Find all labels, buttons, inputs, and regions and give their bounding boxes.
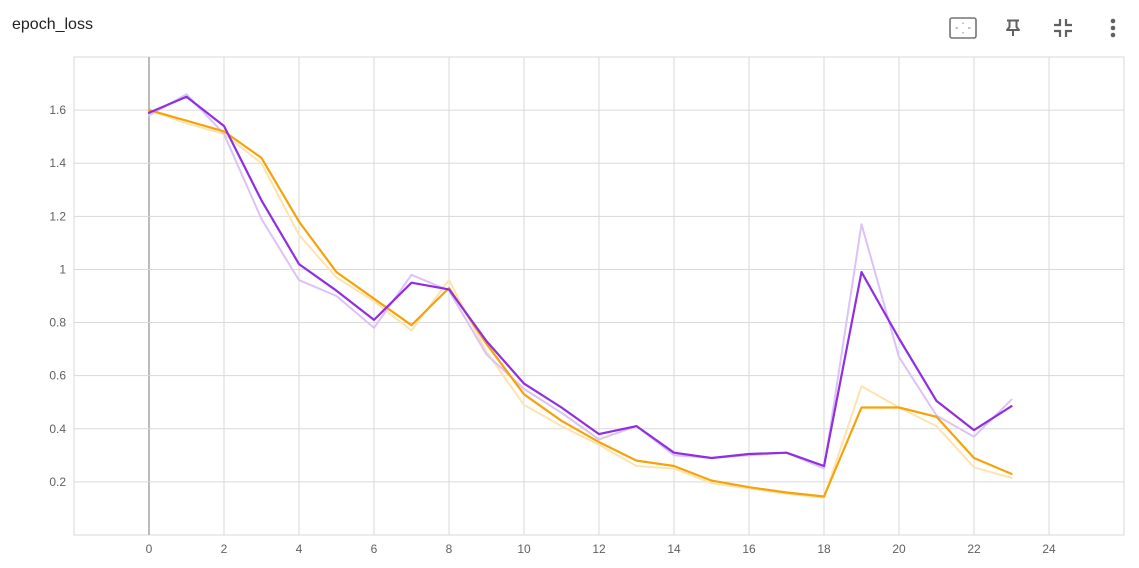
x-tick-label: 2 (221, 542, 228, 556)
x-tick-label: 18 (817, 542, 831, 556)
more-options-button[interactable] (1097, 12, 1129, 44)
grid (73, 56, 1125, 536)
fit-domain-button[interactable] (947, 12, 979, 44)
y-tick-label: 0.4 (49, 422, 66, 436)
x-tick-label: 10 (517, 542, 531, 556)
more-vert-icon (1110, 18, 1116, 38)
smoothed-series-layer (147, 95, 1013, 498)
raw-series-line-1 (148, 109, 1013, 499)
y-tick-label: 0.2 (49, 475, 66, 489)
smoothed-series-line-1 (147, 108, 1013, 498)
fit-domain-icon (949, 17, 977, 39)
x-tick-label: 20 (892, 542, 906, 556)
y-tick-label: 1 (59, 262, 66, 276)
y-tick-label: 1.6 (49, 103, 66, 117)
chart-title: epoch_loss (12, 16, 93, 33)
raw-series-layer (148, 93, 1013, 499)
x-tick-label: 16 (742, 542, 756, 556)
y-tick-label: 0.6 (49, 369, 66, 383)
x-tick-label: 14 (667, 542, 681, 556)
x-tick-label: 4 (296, 542, 303, 556)
pin-button[interactable] (997, 12, 1029, 44)
x-tick-label: 12 (592, 542, 606, 556)
chart-toolbar (929, 12, 1129, 44)
raw-series-line-2 (148, 93, 1013, 470)
x-tick-label: 0 (146, 542, 153, 556)
smoothed-series-line-2 (147, 95, 1013, 468)
tick-labels: 0 2 4 6 8 10 12 14 16 18 20 22 240.20.40.60.811.21.4… (49, 103, 1056, 556)
y-tick-label: 1.4 (49, 156, 66, 170)
x-tick-label: 22 (967, 542, 981, 556)
x-tick-label: 24 (1042, 542, 1056, 556)
collapse-button[interactable] (1047, 12, 1079, 44)
x-tick-label: 8 (446, 542, 453, 556)
x-tick-label: 6 (371, 542, 378, 556)
collapse-icon (1053, 18, 1073, 38)
pin-icon (1005, 19, 1021, 37)
y-tick-label: 1.2 (49, 209, 66, 223)
y-tick-label: 0.8 (49, 316, 66, 330)
